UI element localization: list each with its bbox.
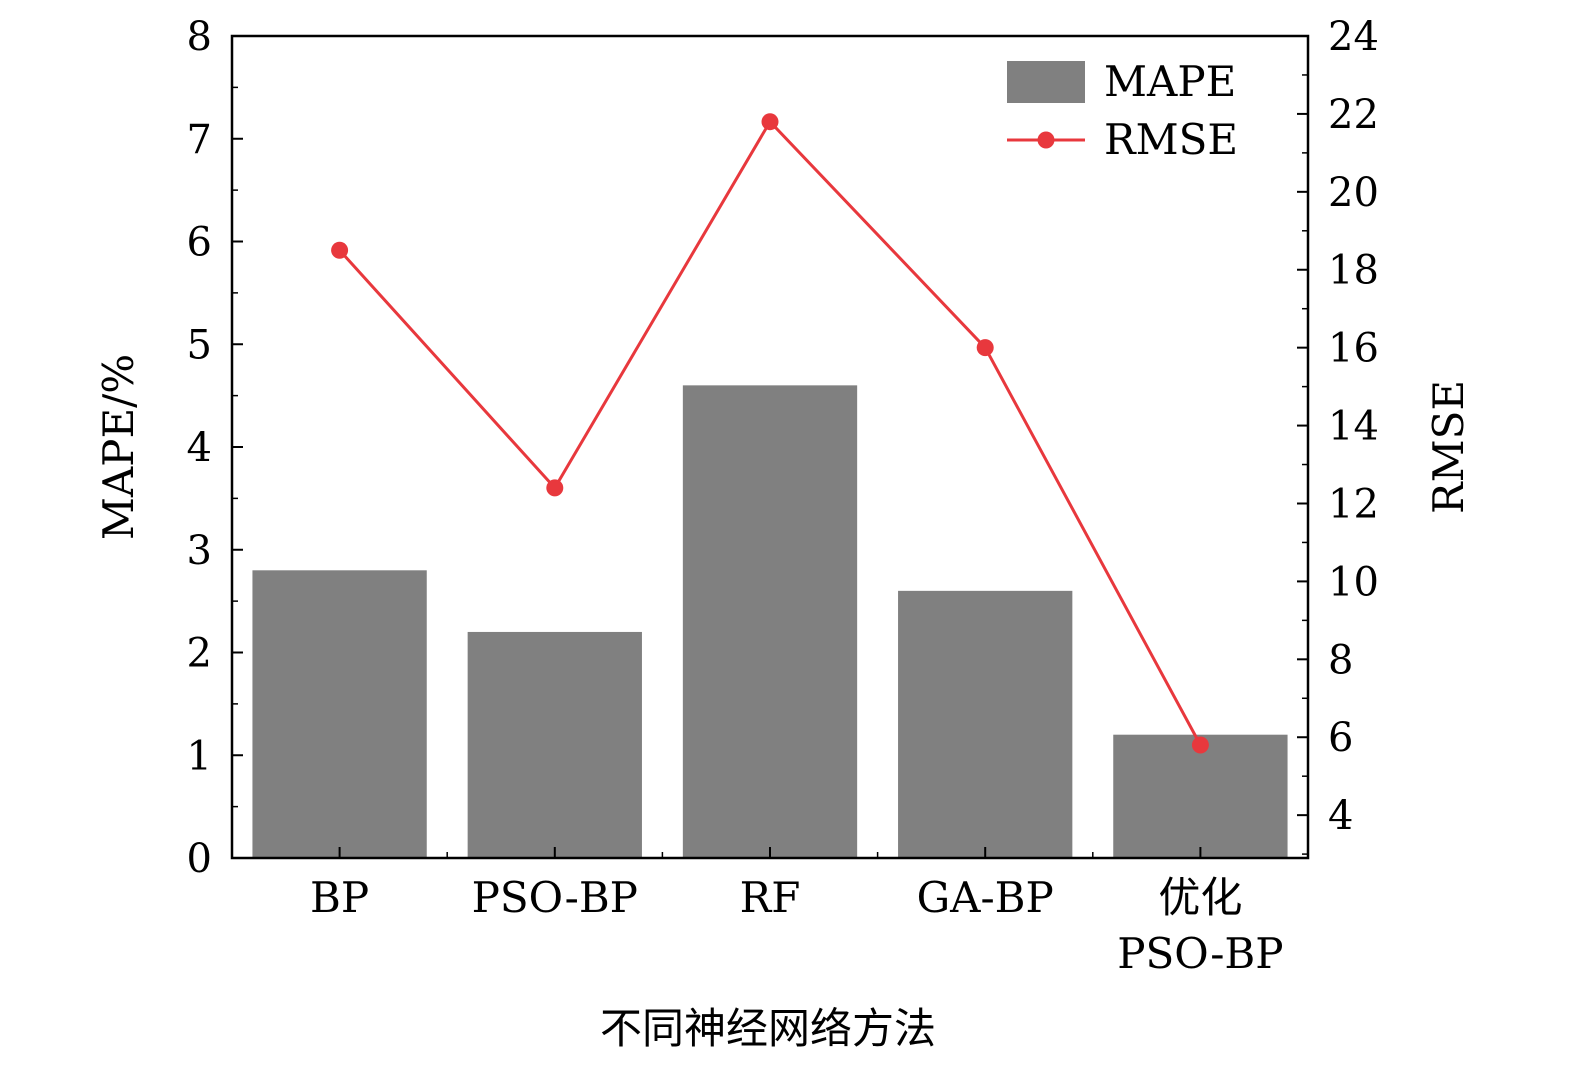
x-tick-label: 优化 bbox=[1158, 873, 1242, 922]
left-tick-label: 4 bbox=[187, 425, 212, 471]
right-tick-label: 18 bbox=[1328, 248, 1379, 294]
rmse-point bbox=[331, 241, 349, 259]
rmse-point bbox=[1191, 736, 1209, 754]
bar-mape bbox=[467, 631, 642, 858]
legend-marker-rmse bbox=[1037, 131, 1055, 149]
right-tick-label: 22 bbox=[1328, 92, 1379, 138]
right-tick-label: 6 bbox=[1328, 715, 1353, 761]
y-axis-title-left: MAPE/% bbox=[94, 354, 143, 540]
right-tick-label: 16 bbox=[1328, 326, 1379, 372]
legend: MAPE RMSE bbox=[1007, 57, 1238, 164]
left-tick-label: 6 bbox=[187, 220, 212, 266]
x-tick-label: PSO-BP bbox=[472, 873, 638, 922]
bars-layer bbox=[252, 385, 1288, 858]
left-tick-label: 3 bbox=[187, 528, 212, 574]
line-layer bbox=[331, 113, 1209, 754]
x-tick-label: PSO-BP bbox=[1117, 929, 1283, 978]
x-tick-label: GA-BP bbox=[917, 873, 1054, 922]
bar-mape bbox=[898, 590, 1073, 858]
legend-label-mape: MAPE bbox=[1104, 57, 1236, 106]
x-tick-label: RF bbox=[740, 873, 801, 922]
left-tick-label: 2 bbox=[187, 631, 212, 677]
y-axis-title-right: RMSE bbox=[1424, 380, 1473, 514]
right-tick-label: 8 bbox=[1328, 637, 1353, 683]
bar-mape bbox=[252, 570, 427, 858]
right-tick-label: 14 bbox=[1328, 404, 1379, 450]
rmse-point bbox=[976, 339, 994, 357]
rmse-point bbox=[761, 113, 779, 131]
legend-label-rmse: RMSE bbox=[1104, 115, 1238, 164]
right-tick-label: 10 bbox=[1328, 559, 1379, 605]
right-tick-label: 24 bbox=[1328, 14, 1379, 60]
right-tick-label: 20 bbox=[1328, 170, 1379, 216]
legend-swatch-mape bbox=[1007, 61, 1085, 103]
right-tick-label: 4 bbox=[1328, 793, 1353, 839]
axes-layer bbox=[230, 34, 1310, 860]
x-axis-title: 不同神经网络方法 bbox=[600, 1004, 936, 1053]
left-tick-label: 1 bbox=[187, 733, 212, 779]
x-tick-label: BP bbox=[310, 873, 369, 922]
right-tick-label: 12 bbox=[1328, 481, 1379, 527]
bar-mape bbox=[1113, 734, 1288, 858]
bar-mape bbox=[682, 385, 858, 858]
left-tick-label: 7 bbox=[187, 117, 212, 163]
left-tick-label: 5 bbox=[187, 322, 212, 368]
rmse-point bbox=[546, 479, 564, 497]
left-tick-label: 0 bbox=[187, 836, 212, 882]
left-tick-label: 8 bbox=[187, 14, 212, 60]
